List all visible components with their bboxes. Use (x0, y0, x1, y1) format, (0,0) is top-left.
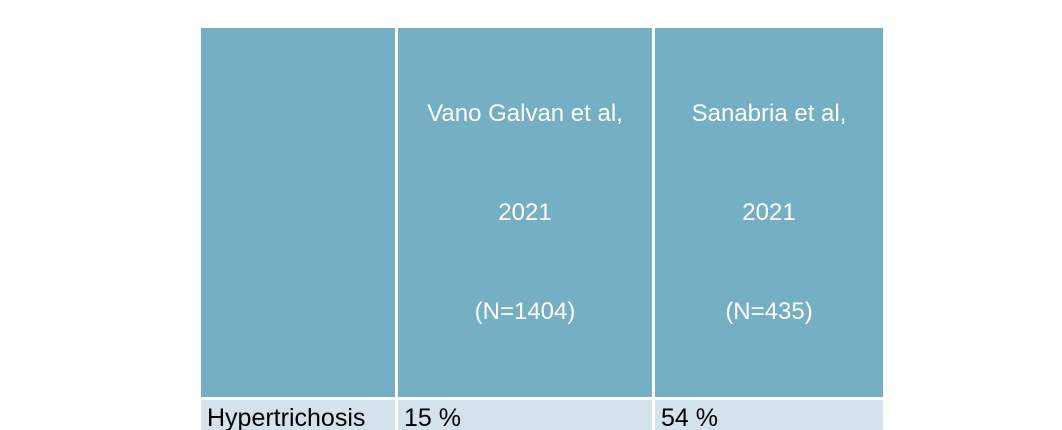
header-cell-vano-galvan: Vano Galvan et al, 2021 (N=1404) (395, 25, 655, 400)
study-name: Vano Galvan et al, (427, 100, 623, 127)
study-year: 2021 (498, 199, 552, 226)
header-corner-cell (198, 25, 398, 400)
table-row-hypertrichosis: Hypertrichosis 15 % 54 % (198, 397, 886, 430)
study-sample-size: (N=435) (725, 298, 813, 325)
study-year: 2021 (742, 199, 796, 226)
table-header-row: Vano Galvan et al, 2021 (N=1404) Sanabri… (198, 25, 886, 400)
value-sanabria: 54 % (652, 397, 886, 430)
study-name: Sanabria et al, (691, 100, 847, 127)
header-cell-sanabria: Sanabria et al, 2021 (N=435) (652, 25, 886, 400)
study-sample-size: (N=1404) (474, 298, 576, 325)
value-vano: 15 % (395, 397, 655, 430)
side-effects-table: Vano Galvan et al, 2021 (N=1404) Sanabri… (198, 25, 886, 430)
row-label: Hypertrichosis (198, 397, 398, 430)
